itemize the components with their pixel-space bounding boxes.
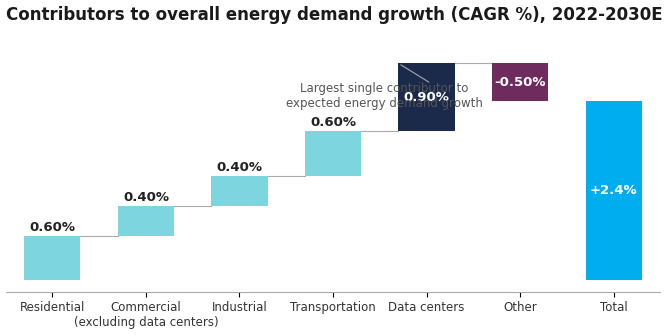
Text: 0.90%: 0.90% [404, 90, 450, 104]
Text: Contributors to overall energy demand growth (CAGR %), 2022-2030E: Contributors to overall energy demand gr… [5, 6, 662, 23]
Bar [585, 101, 642, 280]
Text: Largest single contributor to
expected energy demand growth: Largest single contributor to expected e… [286, 82, 483, 110]
Bar [492, 63, 548, 101]
Bar [398, 63, 455, 131]
Bar [305, 131, 361, 176]
Bar [118, 206, 174, 236]
Text: -0.50%: -0.50% [494, 76, 546, 88]
Text: 0.40%: 0.40% [123, 191, 169, 204]
Bar [24, 236, 81, 280]
Text: 0.40%: 0.40% [216, 161, 262, 174]
Text: +2.4%: +2.4% [590, 184, 637, 197]
Text: 0.60%: 0.60% [29, 221, 75, 234]
Bar [211, 176, 268, 206]
Text: 0.60%: 0.60% [310, 116, 356, 129]
